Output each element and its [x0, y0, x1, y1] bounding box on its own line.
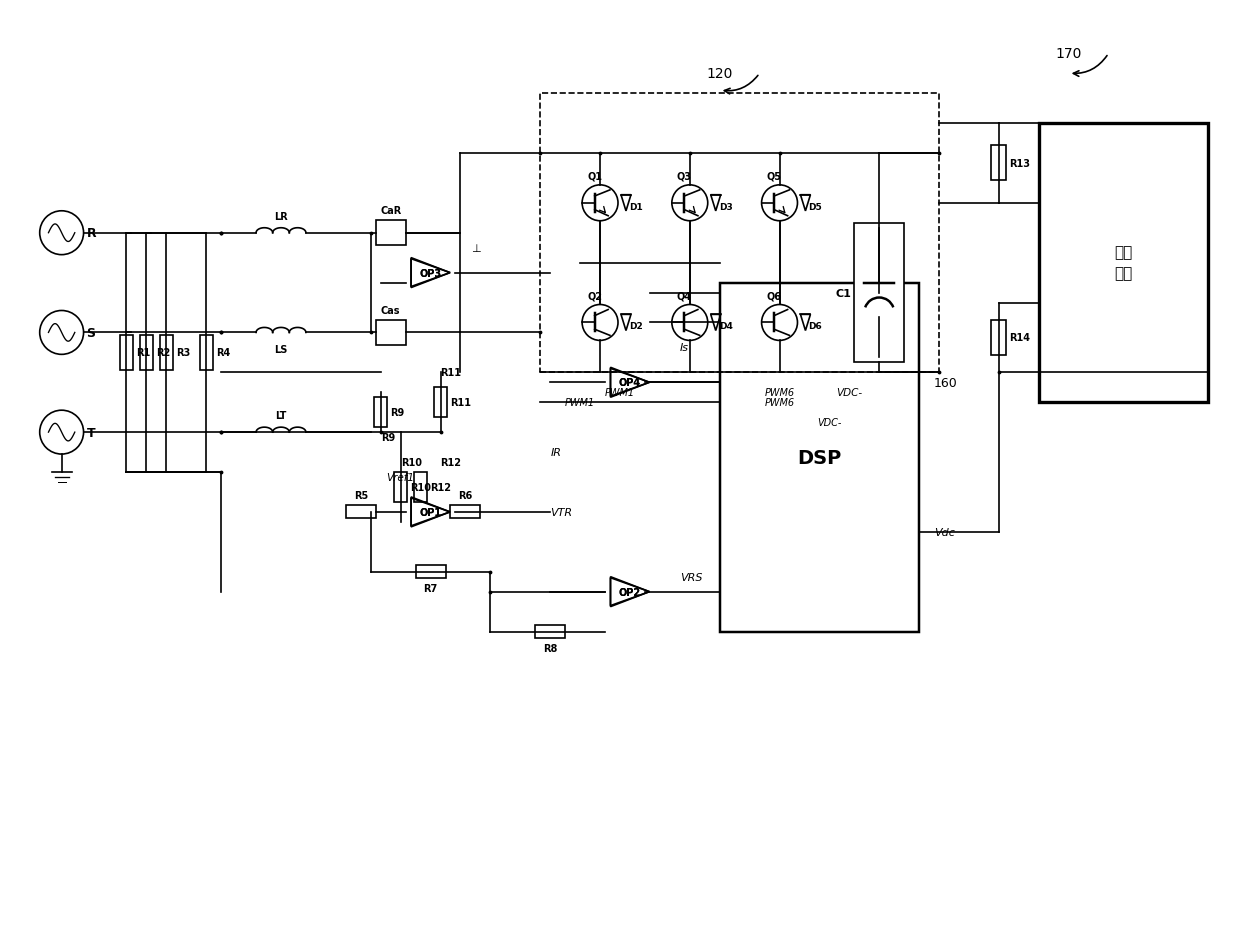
Text: DSP: DSP: [797, 448, 842, 467]
Text: R13: R13: [1009, 159, 1030, 169]
FancyBboxPatch shape: [450, 506, 480, 519]
FancyBboxPatch shape: [376, 321, 405, 346]
Text: R11: R11: [450, 398, 471, 407]
Text: Q6: Q6: [766, 291, 781, 301]
Text: R10: R10: [401, 458, 422, 467]
FancyBboxPatch shape: [120, 335, 133, 370]
FancyBboxPatch shape: [1039, 124, 1208, 403]
Text: OP3: OP3: [419, 268, 441, 278]
Text: D4: D4: [719, 322, 733, 331]
FancyBboxPatch shape: [414, 472, 427, 503]
Text: LT: LT: [275, 410, 286, 421]
Text: OP2: OP2: [619, 587, 641, 597]
Text: Q4: Q4: [677, 291, 692, 301]
Text: CaR: CaR: [379, 206, 402, 216]
Text: 逆变
电路: 逆变 电路: [1115, 246, 1132, 282]
Text: R2: R2: [156, 348, 170, 358]
Text: Q2: Q2: [588, 291, 603, 301]
Text: R12: R12: [440, 458, 461, 467]
Text: D6: D6: [808, 322, 822, 331]
FancyBboxPatch shape: [992, 147, 1007, 181]
FancyBboxPatch shape: [415, 565, 445, 579]
Text: D3: D3: [719, 203, 733, 211]
Text: Vref1: Vref1: [387, 472, 414, 483]
FancyBboxPatch shape: [346, 506, 376, 519]
Text: R10: R10: [410, 483, 432, 492]
Text: 120: 120: [707, 67, 733, 81]
Text: OP1: OP1: [419, 507, 441, 517]
Text: R9: R9: [381, 432, 396, 443]
Text: VDC-: VDC-: [836, 387, 862, 398]
FancyBboxPatch shape: [140, 335, 153, 370]
FancyBboxPatch shape: [434, 387, 446, 418]
Text: PWM6: PWM6: [765, 387, 795, 398]
Text: VRS: VRS: [680, 572, 702, 582]
Text: OP3: OP3: [419, 268, 441, 278]
Text: R5: R5: [353, 491, 368, 501]
Text: PWM6: PWM6: [765, 398, 795, 407]
Text: VDC-: VDC-: [817, 418, 842, 427]
Text: R9: R9: [391, 407, 404, 418]
Text: IR: IR: [551, 447, 562, 458]
Text: 170: 170: [1055, 48, 1081, 61]
Text: R7: R7: [423, 584, 438, 593]
Text: LR: LR: [274, 211, 288, 222]
Text: R12: R12: [430, 483, 451, 492]
FancyBboxPatch shape: [200, 335, 213, 370]
Text: OP4: OP4: [619, 378, 641, 387]
Text: LS: LS: [274, 345, 288, 355]
Text: Vdc: Vdc: [934, 527, 955, 537]
FancyBboxPatch shape: [394, 472, 407, 503]
FancyBboxPatch shape: [376, 221, 405, 246]
FancyBboxPatch shape: [374, 398, 387, 427]
Text: D2: D2: [629, 322, 642, 331]
Text: Q5: Q5: [766, 171, 781, 182]
Text: R6: R6: [459, 491, 472, 501]
Text: R: R: [87, 227, 97, 240]
Text: Is: Is: [680, 343, 689, 353]
Text: R4: R4: [216, 348, 229, 358]
Text: S: S: [87, 327, 95, 340]
Text: D1: D1: [629, 203, 642, 211]
FancyBboxPatch shape: [854, 224, 904, 363]
Text: C1: C1: [836, 288, 852, 298]
Text: Q3: Q3: [677, 171, 692, 182]
Text: R3: R3: [176, 348, 190, 358]
Text: R14: R14: [1009, 333, 1030, 343]
Text: OP1: OP1: [419, 507, 441, 517]
Text: Q1: Q1: [588, 171, 603, 182]
Text: VTR: VTR: [551, 507, 573, 517]
FancyBboxPatch shape: [536, 625, 565, 639]
Text: PWM1: PWM1: [565, 398, 595, 407]
Text: Cas: Cas: [381, 306, 401, 316]
Text: R8: R8: [543, 644, 558, 653]
Text: D5: D5: [808, 203, 822, 211]
Text: R11: R11: [440, 367, 461, 378]
Text: 160: 160: [934, 376, 957, 389]
FancyBboxPatch shape: [992, 321, 1007, 355]
FancyBboxPatch shape: [719, 284, 919, 632]
Text: ⊥: ⊥: [470, 244, 480, 253]
Text: T: T: [87, 426, 95, 439]
Text: OP2: OP2: [619, 587, 641, 597]
Text: R1: R1: [136, 348, 150, 358]
Text: PWM1: PWM1: [605, 387, 635, 398]
FancyBboxPatch shape: [160, 335, 172, 370]
Text: OP4: OP4: [619, 378, 641, 387]
